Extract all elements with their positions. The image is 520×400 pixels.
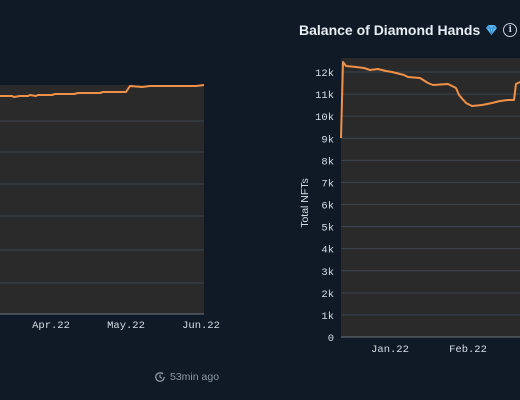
right-y-tick: 10k	[315, 112, 334, 124]
left-x-tick: Apr.22	[32, 320, 70, 332]
right-y-tick: 12k	[315, 68, 334, 80]
right-y-tick: 8k	[321, 156, 334, 168]
gem-icon	[486, 24, 498, 36]
left-x-tick: May.22	[107, 320, 145, 332]
right-y-tick: 6k	[321, 201, 334, 213]
left-x-tick: Jun.22	[182, 320, 220, 332]
right-y-tick: 1k	[321, 311, 334, 323]
left-gridlines	[0, 120, 204, 284]
right-plot-area	[341, 58, 520, 337]
right-y-tick: 3k	[321, 267, 334, 279]
right-gridlines	[341, 71, 520, 316]
right-y-ticks: 0 1k 2k 3k 4k 5k 6k 7k 8k 9k 10k 11k 12k	[315, 68, 334, 345]
right-x-tick: Feb.22	[449, 344, 487, 356]
refresh-clock-icon	[155, 371, 165, 382]
right-chart-card: Balance of Diamond Hands i 0 1k 2k 3k 4k 5k 6k…	[268, 0, 520, 400]
right-y-tick: 5k	[321, 223, 334, 235]
info-icon[interactable]: i	[503, 23, 518, 37]
chart-title-text: Balance of Diamond Hands	[299, 22, 481, 38]
left-series-line	[0, 84, 205, 98]
chart-title: Balance of Diamond Hands i	[299, 22, 518, 38]
right-series-line	[340, 61, 520, 139]
right-y-tick: 9k	[321, 134, 334, 146]
last-updated: 53min ago	[154, 371, 219, 383]
right-x-tick: Jan.22	[371, 344, 409, 356]
y-axis-label: Total NFTs	[299, 178, 311, 228]
right-y-tick: 4k	[321, 245, 334, 257]
right-y-tick: 11k	[315, 90, 334, 102]
left-chart-card: Apr.22 May.22 Jun.22 53min ago	[0, 0, 248, 400]
left-chart: Apr.22 May.22 Jun.22	[0, 84, 220, 332]
right-y-tick: 2k	[321, 289, 334, 301]
last-updated-text: 53min ago	[170, 371, 220, 383]
right-y-tick: 0	[328, 333, 334, 345]
left-plot-area	[0, 85, 204, 314]
right-y-tick: 7k	[321, 178, 334, 190]
